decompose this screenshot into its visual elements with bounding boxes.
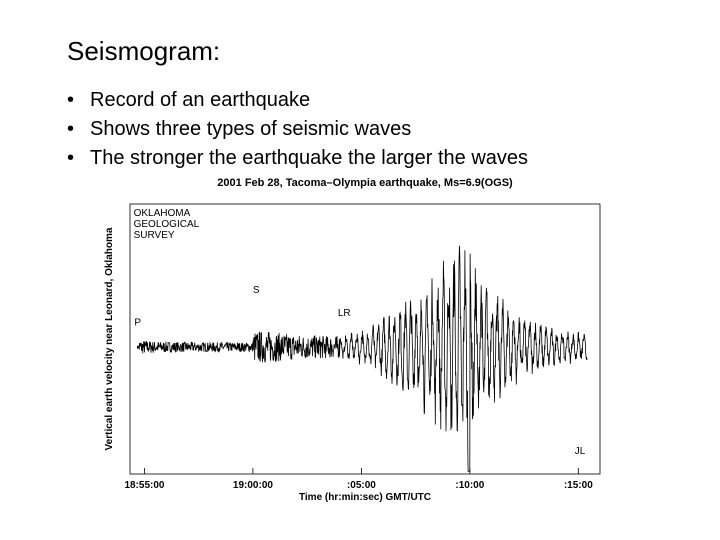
bullet-dot-icon: • <box>67 118 75 140</box>
annotation-label: P <box>134 318 141 329</box>
bullet-list: • Record of an earthquake • Shows three ty… <box>67 86 528 173</box>
plot-frame <box>129 203 601 475</box>
seismogram-chart: 2001 Feb 28, Tacoma–Olympia earthquake, … <box>100 174 610 504</box>
annotation-label: OKLAHOMA <box>134 208 191 219</box>
x-axis-label: Time (hr:min:sec) GMT/UTC <box>299 492 431 503</box>
slide-title: Seismogram: <box>67 36 221 66</box>
x-tick-label: :05:00 <box>347 480 376 491</box>
x-tick-label: 19:00:00 <box>233 480 273 491</box>
seismogram-svg: 2001 Feb 28, Tacoma–Olympia earthquake, … <box>104 177 601 503</box>
bullet-text: The stronger the earthquake the larger t… <box>90 147 529 169</box>
bullet-item: • Record of an earthquake <box>67 86 528 115</box>
seismic-trace <box>136 245 588 472</box>
bullet-text: Record of an earthquake <box>90 89 311 111</box>
bullet-dot-icon: • <box>67 89 75 111</box>
chart-title: 2001 Feb 28, Tacoma–Olympia earthquake, … <box>217 177 513 189</box>
bullet-dot-icon: • <box>67 147 75 169</box>
x-tick-label: :15:00 <box>564 480 593 491</box>
annotation-label: S <box>253 285 260 296</box>
annotation-label: GEOLOGICAL <box>134 219 200 230</box>
annotation-label: SURVEY <box>134 230 175 241</box>
bullet-item: • The stronger the earthquake the larger … <box>67 144 528 173</box>
y-axis-label: Vertical earth velocity near Leonard, Ok… <box>104 227 115 450</box>
bullet-item: • Shows three types of seismic waves <box>67 115 528 144</box>
x-tick-label: 18:55:00 <box>124 480 164 491</box>
annotation-label: JL <box>575 446 586 457</box>
bullet-text: Shows three types of seismic waves <box>90 118 412 140</box>
x-ticks: 18:55:00 19:00:00 :05:00 :10:00 :15:00 <box>124 468 593 491</box>
annotation-label: LR <box>338 308 351 319</box>
x-tick-label: :10:00 <box>455 480 484 491</box>
